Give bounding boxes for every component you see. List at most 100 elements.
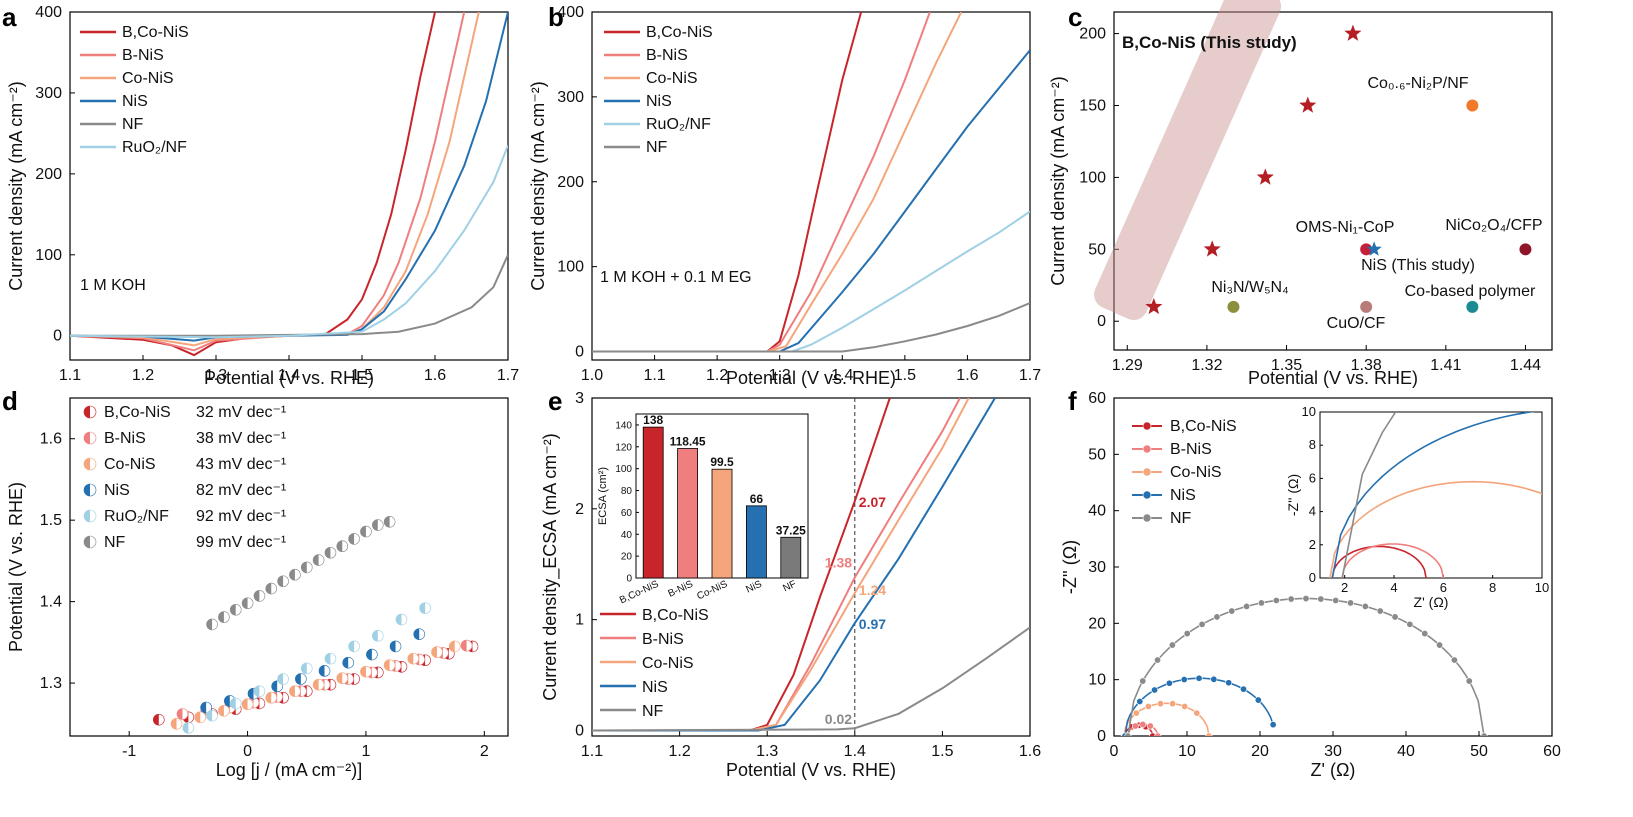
point-d-fill	[348, 533, 355, 545]
point-d-fill	[289, 685, 295, 697]
legend-slope-d: 43 mV dec⁻¹	[196, 456, 286, 473]
inset-y-tick-label: 0	[1309, 570, 1316, 585]
point-d-fill	[182, 722, 189, 734]
ecsa-bar	[642, 426, 664, 579]
panel-d: d -1 0 1 21.31.41.51.6 B,Co-NiS 32 mV dec⁻¹B…	[2, 386, 509, 780]
arc-f-marker	[1254, 696, 1262, 704]
line-b-Co-NiS	[592, 12, 963, 353]
inset-arc-f	[1331, 412, 1536, 578]
legend-marker-f	[1142, 513, 1152, 523]
x-tick-label: 1.1	[59, 367, 81, 384]
y-tick-label: 60	[1088, 390, 1106, 407]
arc-f	[1123, 702, 1210, 736]
panel-e: e 1.1 1.2 1.3 1.4 1.5 1.6 0 1 2 3 2.07 1.38 1.24 0.9…	[540, 386, 1041, 780]
axis-ticks-b: 1.0 1.1 1.2 1.3 1.4 1.5 1.6 1.7 0 100 200 300 400	[557, 4, 1041, 384]
star-bconis	[1145, 297, 1163, 315]
plot-frame-c	[1113, 11, 1553, 351]
arc-f-marker	[1302, 595, 1310, 603]
point-d-fill	[277, 575, 284, 587]
x-tick-label: 1.44	[1510, 357, 1541, 374]
arc-f-marker	[1205, 732, 1213, 736]
point-d-fill	[194, 711, 201, 723]
point-d-fill	[431, 646, 437, 658]
lines-a	[70, 12, 508, 357]
ball-co-ni2p	[1465, 98, 1480, 113]
point-d-fill	[224, 695, 230, 707]
arc-f-marker	[1225, 679, 1233, 687]
lines-e	[592, 398, 1030, 732]
point-d-fill	[372, 519, 378, 531]
arc-f-marker	[1406, 620, 1414, 628]
legend-marker-f	[1142, 467, 1152, 477]
point-d-fill	[206, 710, 213, 722]
x-tick-label: 1.4	[831, 367, 853, 384]
ecsa-bar	[677, 448, 698, 579]
x-tick-label: 40	[1397, 743, 1415, 760]
x-tick-label: 1.5	[351, 367, 373, 384]
y-tick-label: 1	[575, 612, 584, 629]
star-bconis	[1299, 96, 1317, 113]
x-axis-label-e: Potential (V vs. RHE)	[726, 760, 896, 780]
label-co-ni2p: Co₀.₆-Ni₂P/NF	[1367, 75, 1468, 92]
arc-f-marker	[1317, 595, 1325, 603]
y-tick-label: 1.6	[40, 431, 62, 448]
x-tick-label: 1.1	[581, 743, 603, 760]
point-d-fill	[218, 611, 224, 623]
x-tick-label: 10	[1178, 743, 1196, 760]
line-b-NF	[592, 302, 1030, 353]
ecsa-category-label: B,Co-NiS	[618, 579, 661, 607]
y-tick-label: 100	[557, 259, 584, 276]
star-nis	[1366, 241, 1382, 256]
y-tick-label: 0	[1097, 313, 1106, 330]
ecsa-bar	[711, 468, 733, 579]
legend-label-f: NiS	[1170, 487, 1196, 504]
x-tick-label: 1.7	[497, 367, 519, 384]
inset-y-tick-label: 20	[621, 552, 633, 563]
y-tick-label: 0	[1097, 728, 1106, 745]
arc-f-marker	[1228, 607, 1236, 615]
x-tick-label: 1.41	[1430, 357, 1461, 374]
x-tick-label: 0	[1110, 743, 1119, 760]
ecsa-category-label: NF	[781, 579, 798, 595]
y-axis-label-b: Current density (mA cm⁻²)	[528, 81, 548, 291]
ball-cuo-cf	[1359, 299, 1374, 314]
panel-c: c 1.29 1.32 1.35 1.38 1.41 1.44 0 50 100 150 200 B…	[1048, 0, 1553, 388]
lines-b	[592, 12, 1030, 353]
y-tick-label: 3	[575, 390, 584, 407]
inset-y-tick-label: 0	[626, 574, 632, 585]
panel-label-a: a	[2, 2, 17, 32]
x-tick-label: 1.5	[931, 743, 953, 760]
legend-marker-f	[1142, 444, 1152, 454]
inset-y-tick-label: 60	[621, 508, 633, 519]
legend-label-b: Co-NiS	[646, 70, 698, 87]
arc-f-marker	[1151, 686, 1159, 694]
legend-label-e: NF	[642, 703, 664, 720]
point-d-fill	[413, 628, 420, 640]
panel-a: a 1.1 1.2 1.3 1.4 1.5 1.6 1.7 0 100 200 300 400 B,C…	[2, 2, 519, 388]
x-tick-label: 1.4	[278, 367, 300, 384]
panel-label-d: d	[2, 386, 18, 416]
arc-f-marker	[1257, 599, 1265, 607]
point-d-fill	[324, 653, 331, 665]
panel-label-e: e	[548, 386, 562, 416]
legend-d: B,Co-NiS 32 mV dec⁻¹ B-NiS 38 mV dec⁻¹ Co-Ni…	[83, 404, 286, 551]
y-tick-label: 150	[1079, 97, 1106, 114]
point-d-fill	[242, 597, 248, 609]
y-tick-label: 400	[557, 4, 584, 21]
legend-label-e: B-NiS	[642, 631, 684, 648]
label-oms-ni-cop: OMS-Ni₁-CoP	[1296, 219, 1395, 236]
axis-ticks-d: -1 0 1 2 1.3 1.4 1.5 1.6	[40, 431, 489, 760]
point-d-fill	[348, 640, 355, 652]
line-e-NF	[592, 626, 1030, 732]
value-label-e: 0.02	[825, 711, 852, 727]
this-study-label: B,Co-NiS (This study)	[1122, 33, 1297, 52]
arc-f-marker	[1361, 602, 1369, 610]
line-b-B,Co-NiS	[592, 12, 863, 353]
x-axis-label-b: Potential (V vs. RHE)	[726, 368, 896, 388]
x-tick-label: 1.6	[424, 367, 446, 384]
arc-f-marker	[1243, 602, 1251, 610]
legend-label-f: B-NiS	[1170, 441, 1212, 458]
point-d-fill	[336, 540, 343, 552]
